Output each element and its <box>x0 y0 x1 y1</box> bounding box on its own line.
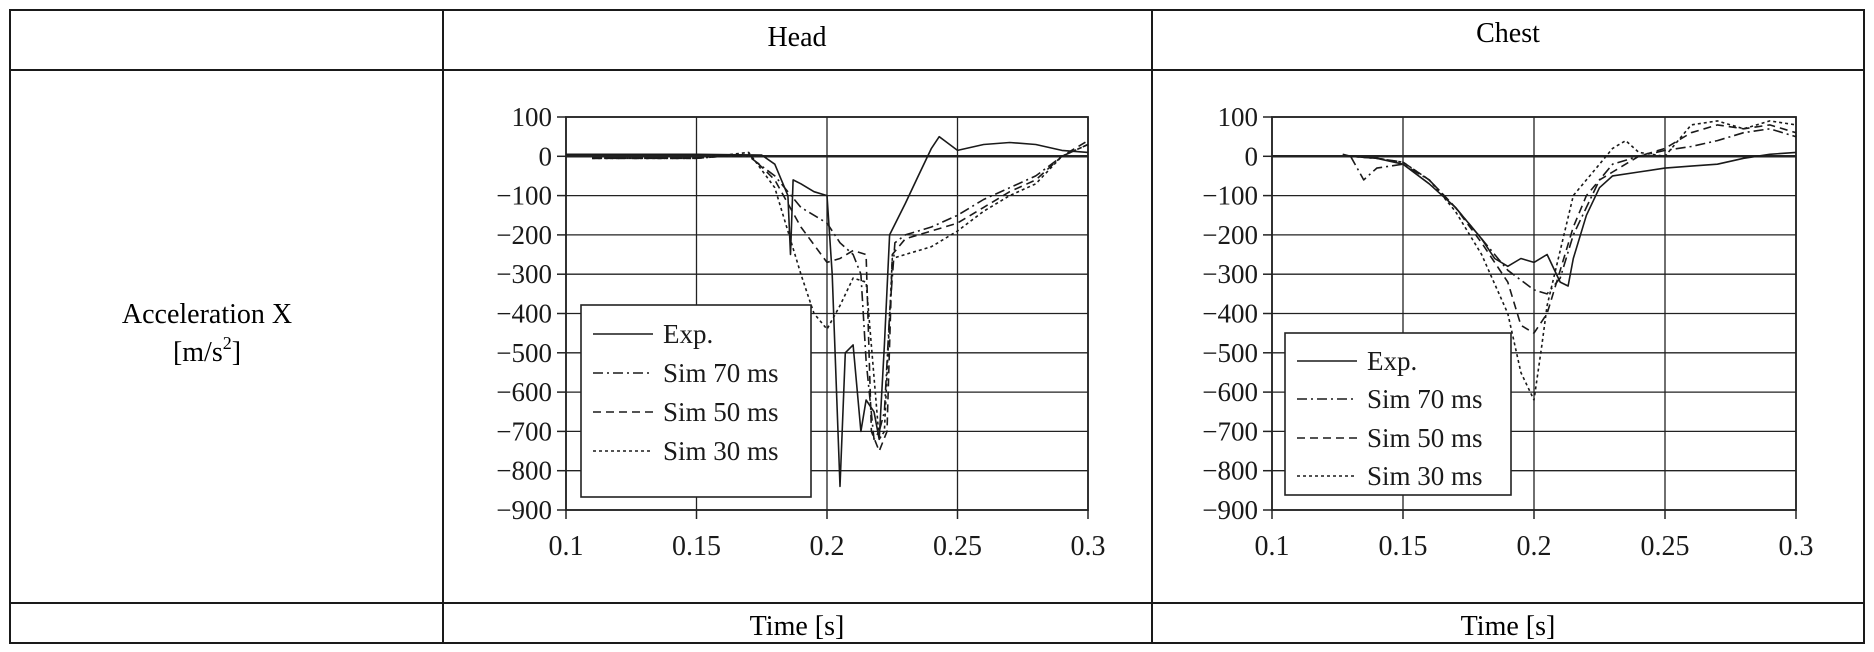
series-line-sim-70-ms <box>1349 128 1797 295</box>
series-line-exp <box>1342 151 1797 287</box>
y-tick-label: −100 <box>1202 181 1258 211</box>
header-chest: Chest <box>1476 18 1540 49</box>
row-label-line2: [m/s2] <box>173 333 241 368</box>
x-tick-label: 0.2 <box>810 531 845 562</box>
series-line-sim-30-ms <box>592 143 1089 441</box>
series-line-sim-50-ms <box>1350 124 1797 334</box>
x-tick-label: 0.2 <box>1517 531 1552 562</box>
y-tick-label: −700 <box>1202 416 1258 446</box>
legend-box <box>1284 332 1512 496</box>
legend-box <box>580 304 812 498</box>
y-tick-label: −400 <box>496 299 552 329</box>
x-tick-label: 0.25 <box>933 531 982 562</box>
y-tick-label: −600 <box>1202 377 1258 407</box>
y-tick-label: 100 <box>1218 102 1259 132</box>
x-tick-label: 0.3 <box>1779 531 1814 562</box>
y-tick-label: −300 <box>1202 259 1258 289</box>
x-tick-label: 0.15 <box>1379 531 1428 562</box>
y-tick-label: −200 <box>1202 220 1258 250</box>
row-label-unit-close: ] <box>232 337 241 368</box>
series-line-sim-30-ms <box>1350 120 1797 401</box>
series-line-sim-70-ms <box>592 143 1089 441</box>
y-tick-label: −300 <box>496 259 552 289</box>
y-tick-label: −400 <box>1202 299 1258 329</box>
footer-time-chest: Time [s] <box>1461 611 1556 642</box>
y-tick-label: −700 <box>496 416 552 446</box>
y-tick-label: −500 <box>1202 338 1258 368</box>
y-tick-label: −200 <box>496 220 552 250</box>
x-tick-label: 0.25 <box>1641 531 1690 562</box>
plot-area <box>1271 116 1797 511</box>
legend-label: Sim 30 ms <box>1367 461 1483 491</box>
series-line-exp <box>566 135 1089 488</box>
y-tick-label: −900 <box>1202 495 1258 525</box>
y-tick-label: −800 <box>1202 456 1258 486</box>
legend-label: Sim 70 ms <box>1367 384 1483 414</box>
x-tick-label: 0.1 <box>549 531 584 562</box>
y-tick-label: −100 <box>496 181 552 211</box>
y-tick-label: −900 <box>496 495 552 525</box>
legend-label: Sim 50 ms <box>663 397 779 427</box>
chart-chest: 100 0 −100 −200 −300 −400 −500 −600 −700 −800 −900… <box>1202 102 1813 562</box>
table-grid <box>9 9 1865 644</box>
legend-label: Sim 70 ms <box>663 358 779 388</box>
x-tick-label: 0.3 <box>1071 531 1106 562</box>
x-tick-label: 0.1 <box>1255 531 1290 562</box>
x-tick-label: 0.15 <box>672 531 721 562</box>
chart-head: 100 0 −100 −200 −300 −400 −500 −600 −700 −800 −900… <box>496 102 1105 562</box>
row-label-unit: [m/s <box>173 337 223 368</box>
row-label-unit-exponent: 2 <box>223 333 232 353</box>
legend-label: Sim 30 ms <box>663 436 779 466</box>
footer-time-head: Time [s] <box>750 611 845 642</box>
legend: Exp. Sim 70 ms Sim 50 ms Sim 30 ms <box>1284 332 1512 496</box>
plot-area <box>565 116 1089 511</box>
y-tick-label: −600 <box>496 377 552 407</box>
legend-label: Exp. <box>663 319 713 349</box>
y-tick-label: −800 <box>496 456 552 486</box>
row-label-line1: Acceleration X <box>122 299 292 330</box>
y-tick-label: 100 <box>512 102 553 132</box>
y-tick-label: −500 <box>496 338 552 368</box>
y-tick-label: 0 <box>1245 141 1259 171</box>
legend-label: Sim 50 ms <box>1367 423 1483 453</box>
series-line-sim-50-ms <box>592 139 1089 452</box>
header-head: Head <box>767 22 826 53</box>
legend-label: Exp. <box>1367 346 1417 376</box>
y-tick-label: 0 <box>539 141 553 171</box>
legend: Exp. Sim 70 ms Sim 50 ms Sim 30 ms <box>580 304 812 498</box>
